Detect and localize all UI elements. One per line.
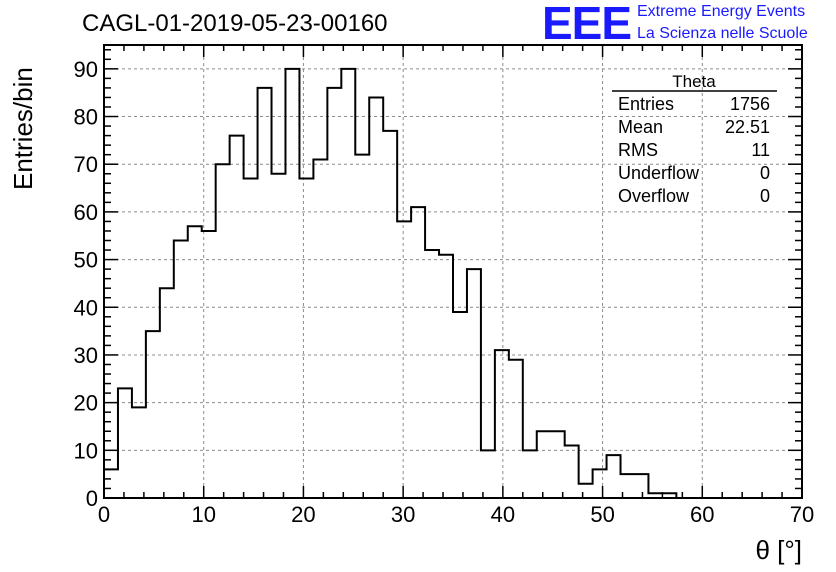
histogram-bin (634, 474, 648, 498)
histogram-bin (327, 88, 341, 498)
histogram-bin (146, 331, 160, 498)
histogram-bin (565, 446, 579, 498)
histogram-bin (411, 207, 425, 498)
histogram-bin (118, 388, 132, 498)
histogram-bin (523, 450, 537, 498)
eee-logo: EEE (542, 0, 632, 49)
histogram-bin (104, 469, 118, 498)
y-tick-label: 0 (86, 486, 98, 511)
stats-row-label: Mean (618, 117, 663, 137)
stats-row-value: 11 (751, 140, 770, 160)
stats-row-label: RMS (618, 140, 658, 160)
histogram-bin (453, 312, 467, 498)
stats-row-label: Underflow (618, 163, 700, 183)
histogram-bin (160, 288, 174, 498)
x-tick-label: 0 (98, 502, 110, 527)
histogram-bin (397, 221, 411, 498)
histogram-bin (593, 469, 607, 498)
histogram-bin (509, 360, 523, 498)
histogram-bin (132, 407, 146, 498)
y-tick-label: 20 (74, 391, 98, 416)
x-axis-label: θ [°] (755, 535, 802, 565)
histogram-bin (537, 431, 551, 498)
x-tick-label: 70 (790, 502, 814, 527)
x-tick-label: 50 (590, 502, 614, 527)
y-tick-label: 10 (74, 438, 98, 463)
histogram-bin (299, 179, 313, 498)
histogram-bin (230, 136, 244, 498)
histogram-bin (244, 179, 258, 498)
y-tick-label: 30 (74, 343, 98, 368)
y-axis-label: Entries/bin (8, 67, 38, 190)
y-tick-label: 50 (74, 248, 98, 273)
y-tick-label: 60 (74, 200, 98, 225)
histogram-bin (313, 159, 327, 498)
y-tick-label: 70 (74, 152, 98, 177)
histogram-line (103, 67, 802, 499)
histogram-bin (579, 484, 593, 498)
stats-row-label: Overflow (618, 186, 690, 206)
plot-frame (103, 44, 803, 499)
histogram-bin (202, 231, 216, 498)
histogram-bin (258, 88, 272, 498)
logo-subtitle-1: Extreme Energy Events (637, 3, 806, 20)
histogram-bin (285, 69, 299, 498)
histogram-bin (216, 164, 230, 498)
stats-row-label: Entries (618, 94, 674, 114)
histogram-bin (174, 241, 188, 498)
stats-row-value: 0 (760, 163, 770, 183)
y-tick-label: 80 (74, 105, 98, 130)
x-tick-label: 30 (391, 502, 415, 527)
histogram-bin (495, 350, 509, 498)
stats-box-title: Theta (672, 72, 716, 91)
stats-row-value: 0 (760, 186, 770, 206)
x-tick-label: 60 (690, 502, 714, 527)
x-tick-label: 20 (291, 502, 315, 527)
histogram-bin (467, 269, 481, 498)
histogram-bin (355, 155, 369, 498)
x-tick-label: 10 (191, 502, 215, 527)
histogram-bin (481, 450, 495, 498)
histogram-bin (383, 131, 397, 498)
histogram-bin (341, 69, 355, 498)
histogram-bin (272, 174, 286, 498)
histogram-bin (188, 226, 202, 498)
y-tick-label: 40 (74, 295, 98, 320)
histogram-bin (607, 455, 621, 498)
chart-title: CAGL-01-2019-05-23-00160 (82, 10, 388, 37)
histogram-bin (551, 431, 565, 498)
logo-subtitle-2: La Scienza nelle Scuole (637, 25, 808, 42)
histogram-bin (369, 97, 383, 498)
x-tick-label: 40 (491, 502, 515, 527)
y-tick-label: 90 (74, 57, 98, 82)
stats-row-value: 1756 (730, 94, 770, 114)
histogram-bin (439, 255, 453, 498)
stats-row-value: 22.51 (725, 117, 770, 137)
histogram-bin (425, 250, 439, 498)
